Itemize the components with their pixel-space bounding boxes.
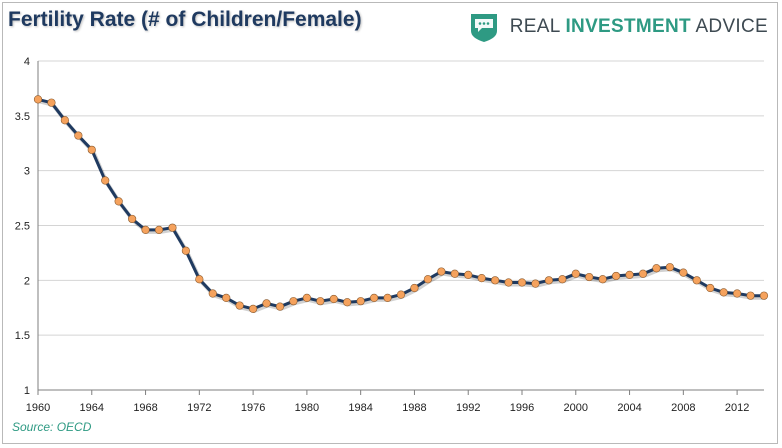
y-tick-label: 3 xyxy=(24,166,30,178)
data-point xyxy=(154,225,164,234)
brand-part-2: INVESTMENT xyxy=(565,16,691,37)
x-tick-label: 1988 xyxy=(402,402,426,414)
data-point xyxy=(585,272,594,282)
data-point xyxy=(706,283,715,293)
data-point xyxy=(356,297,365,306)
data-point xyxy=(665,263,674,272)
data-point xyxy=(316,297,325,306)
x-tick-label: 2008 xyxy=(671,402,695,414)
data-point xyxy=(504,278,513,287)
data-point xyxy=(612,271,621,281)
data-point xyxy=(746,291,755,300)
data-point xyxy=(249,304,258,313)
data-point xyxy=(101,176,110,185)
x-tick-label: 1964 xyxy=(80,402,104,414)
data-point xyxy=(733,289,742,298)
data-point xyxy=(423,275,432,284)
brand-name: REAL INVESTMENT ADVICE xyxy=(510,16,768,38)
data-point xyxy=(208,289,217,298)
x-tick-label: 1992 xyxy=(456,402,480,414)
x-tick-label: 1972 xyxy=(187,402,211,414)
data-point xyxy=(652,264,661,273)
chart-title: Fertility Rate (# of Children/Female) xyxy=(8,8,362,31)
data-point xyxy=(477,274,486,283)
x-tick-label: 1996 xyxy=(510,402,534,414)
x-axis-ticks: 1960 1964 1968 1972 1976 1980 1984 1988 1992 1996… xyxy=(26,390,749,414)
y-tick-label: 1 xyxy=(24,385,30,397)
data-point xyxy=(370,293,379,302)
data-point xyxy=(47,98,56,107)
data-point xyxy=(114,197,123,206)
data-point xyxy=(679,268,688,277)
data-point xyxy=(625,270,634,279)
data-point xyxy=(396,290,406,299)
data-point xyxy=(544,276,553,285)
data-point xyxy=(598,275,607,284)
series-group xyxy=(33,95,769,313)
data-point xyxy=(262,299,271,308)
y-axis-ticks: 1 1.5 2 2.5 3 3.5 4 xyxy=(15,56,30,397)
data-point xyxy=(531,279,540,288)
chat-bubble-shield-icon xyxy=(470,14,497,42)
data-point xyxy=(692,276,701,285)
x-tick-label: 1960 xyxy=(26,402,50,414)
data-point xyxy=(410,283,419,293)
data-point xyxy=(141,225,150,234)
data-point xyxy=(235,301,244,310)
data-point xyxy=(759,291,769,300)
y-tick-label: 4 xyxy=(24,56,30,68)
data-point xyxy=(517,278,527,287)
data-point xyxy=(168,223,177,232)
data-point xyxy=(437,267,446,276)
series-line xyxy=(37,97,764,311)
brand-logo-group: REAL INVESTMENT ADVICE xyxy=(468,10,768,44)
brand-part-3: ADVICE xyxy=(690,16,768,37)
data-point xyxy=(195,275,204,284)
data-point xyxy=(128,214,137,224)
data-point xyxy=(491,276,500,285)
x-tick-label: 2012 xyxy=(725,402,749,414)
data-point xyxy=(33,95,43,104)
data-point xyxy=(275,302,285,311)
x-tick-label: 1976 xyxy=(241,402,265,414)
data-point xyxy=(343,298,352,307)
y-tick-label: 3.5 xyxy=(15,111,30,123)
y-tick-label: 1.5 xyxy=(15,330,30,342)
x-tick-label: 2004 xyxy=(617,402,641,414)
data-point xyxy=(571,269,580,278)
gridlines xyxy=(38,60,764,391)
data-point xyxy=(181,246,190,255)
data-point xyxy=(719,288,728,297)
data-point xyxy=(60,116,69,125)
axes xyxy=(37,61,764,391)
source-note: Source: OECD xyxy=(12,420,92,434)
x-tick-label: 2000 xyxy=(564,402,588,414)
chart-frame xyxy=(2,2,778,444)
y-tick-label: 2 xyxy=(24,275,30,287)
y-tick-label: 2.5 xyxy=(15,221,30,233)
data-point xyxy=(222,293,231,302)
x-tick-label: 1984 xyxy=(348,402,372,414)
x-tick-label: 1968 xyxy=(133,402,157,414)
data-point xyxy=(329,294,338,304)
x-tick-label: 1980 xyxy=(295,402,319,414)
data-point xyxy=(558,275,567,284)
data-point xyxy=(289,297,298,306)
data-point xyxy=(638,269,648,278)
data-point xyxy=(450,269,459,278)
data-point xyxy=(464,270,473,279)
data-point xyxy=(74,131,83,140)
series-line-shadow xyxy=(39,99,766,313)
data-point xyxy=(383,293,392,302)
brand-part-1: REAL xyxy=(509,16,566,37)
data-point xyxy=(87,145,96,154)
data-point xyxy=(302,293,311,302)
